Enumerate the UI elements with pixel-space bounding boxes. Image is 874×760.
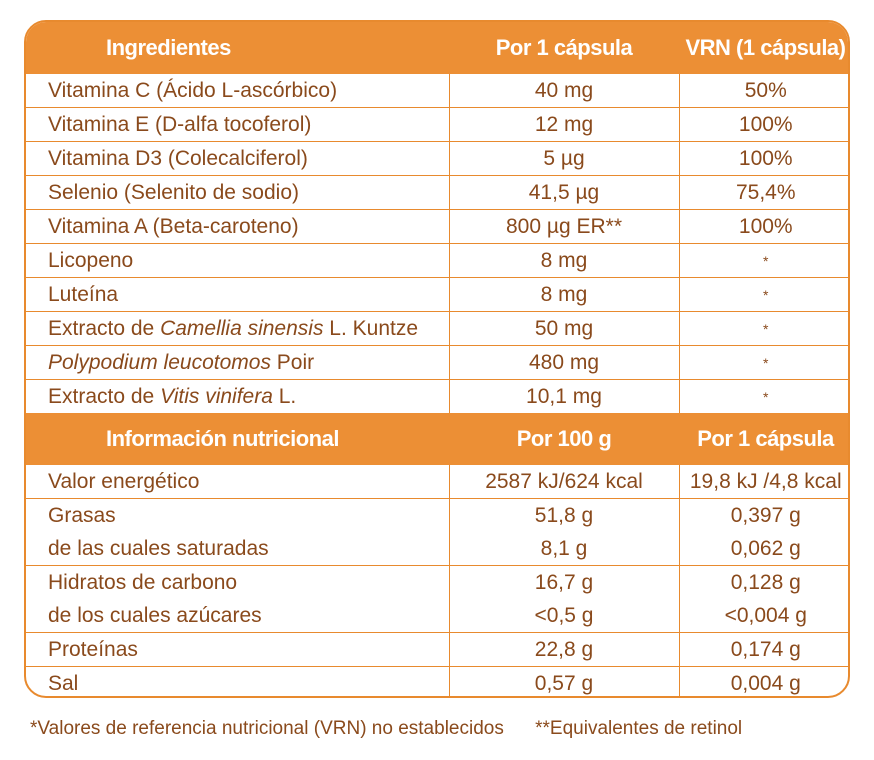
nutrition-name: Hidratos de carbono [26,565,449,599]
ingredient-amount: 40 mg [448,74,679,108]
nutrition-per100: 16,7 g [448,565,679,599]
ingredients-header-vrn: VRN (1 cápsula) [679,22,848,74]
nutrition-name: Valor energético [48,469,200,493]
ingredient-species-name: Vitis vinifera [160,384,273,408]
ingredient-vrn: * [678,311,848,346]
nutrition-per100: 22,8 g [448,632,679,667]
ingredient-amount: 5 µg [448,141,679,176]
ingredient-name-text: Vitamina E (D-alfa tocoferol) [48,112,312,136]
nutrition-name: Grasas [26,498,449,532]
nutrition-percap: 0,128 g [678,565,848,599]
ingredient-name-suffix: L. Kuntze [323,316,419,340]
ingredient-vrn: 75,4% [678,175,848,210]
nutrition-row: Grasas 51,8 g 0,397 g [26,498,848,532]
ingredient-name-suffix: L. [272,384,297,408]
nutrition-percap: 19,8 kJ /4,8 kcal [678,465,848,499]
nutrition-per100: 2587 kJ/624 kcal [448,465,679,499]
nutrition-row: Valor energético 2587 kJ/624 kcal 19,8 kJ … [26,465,848,499]
nutrition-header-per100: Por 100 g [449,413,679,465]
nutrition-name: Proteínas [26,632,449,667]
ingredient-vrn: * [678,277,848,312]
ingredient-species-name: Polypodium leucotomos [48,350,271,374]
ingredient-amount: 480 mg [448,345,679,380]
ingredient-amount: 50 mg [448,311,679,346]
ingredient-name-suffix: Poir [270,350,315,374]
nutrition-percap: 0,062 g [678,532,848,566]
ingredient-name: Vitamina A (Beta-caroteno) [26,209,449,244]
ingredient-vrn: 100% [678,107,848,142]
ingredient-species-name: Camellia sinensis [160,316,324,340]
nutrition-per100: <0,5 g [448,599,679,633]
nutrition-percap: 0,174 g [678,632,848,667]
nutrition-name: de los cuales azúcares [48,603,262,627]
ingredient-row: Extracto de Camellia sinensis L. Kuntze 5… [26,311,848,346]
ingredient-name: Vitamina C (Ácido L-ascórbico) [26,74,449,108]
ingredient-vrn: * [678,243,848,278]
ingredient-vrn: 100% [678,141,848,176]
footnotes: *Valores de referencia nutricional (VRN)… [30,718,768,740]
ingredient-amount: 41,5 µg [448,175,679,210]
ingredients-header-row: Ingredientes Por 1 cápsula VRN (1 cápsul… [26,22,848,74]
nutrition-header-row: Información nutricional Por 100 g Por 1 … [26,413,848,465]
nutrition-row: de los cuales azúcares <0,5 g <0,004 g [26,599,848,633]
ingredient-amount: 8 mg [448,243,679,278]
nutrition-body: Valor energético 2587 kJ/624 kcal 19,8 kJ … [26,465,848,696]
ingredient-name-text: Extracto de [48,316,161,340]
ingredient-row: Selenio (Selenito de sodio) 41,5 µg 75,4% [26,175,848,210]
nutrition-header-name: Información nutricional [26,413,449,465]
ingredient-name-text: Selenio (Selenito de sodio) [48,180,299,204]
nutrition-percap: 0,004 g [678,666,848,696]
ingredient-row: Vitamina C (Ácido L-ascórbico) 40 mg 50% [26,74,848,108]
ingredient-name: Selenio (Selenito de sodio) [26,175,449,210]
ingredients-body: Vitamina C (Ácido L-ascórbico) 40 mg 50% Vi… [26,74,848,413]
ingredient-name-text: Vitamina C (Ácido L-ascórbico) [48,78,338,102]
nutrition-name: Sal [26,666,449,696]
ingredient-row: Luteína 8 mg * [26,277,848,312]
ingredient-amount: 800 µg ER** [448,209,679,244]
nutrition-header-percap: Por 1 cápsula [679,413,848,465]
nutrition-percap: 0,397 g [678,498,848,532]
ingredient-name: Extracto de Camellia sinensis L. Kuntze [26,311,449,346]
ingredient-name: Licopeno [26,243,449,278]
nutrition-per100: 0,57 g [448,666,679,696]
nutrition-table-frame: Ingredientes Por 1 cápsula VRN (1 cápsul… [24,20,850,698]
ingredient-amount: 8 mg [448,277,679,312]
ingredient-row: Vitamina E (D-alfa tocoferol) 12 mg 100% [26,107,848,142]
ingredient-vrn: 100% [678,209,848,244]
ingredients-header-amount: Por 1 cápsula [449,22,679,74]
ingredient-name: Polypodium leucotomos Poir [26,345,449,380]
ingredients-header-name: Ingredientes [26,22,449,74]
ingredient-name: Vitamina E (D-alfa tocoferol) [26,107,449,142]
ingredient-name-text: Extracto de [48,384,161,408]
ingredient-name-text: Luteína [48,282,119,306]
ingredient-name-text: Licopeno [48,248,134,272]
nutrition-table: Ingredientes Por 1 cápsula VRN (1 cápsul… [26,22,848,696]
retinol-footnote: **Equivalentes de retinol [535,718,743,739]
nutrition-row: Sal 0,57 g 0,004 g [26,666,848,696]
ingredient-vrn: * [678,379,848,413]
nutrition-per100: 51,8 g [448,498,679,532]
nutrition-row: Hidratos de carbono 16,7 g 0,128 g [26,565,848,599]
nutrition-name: de las cuales saturadas [48,536,269,560]
ingredient-amount: 12 mg [448,107,679,142]
nutrition-per100: 8,1 g [448,532,679,566]
nutrition-percap: <0,004 g [678,599,848,633]
ingredient-vrn: * [678,345,848,380]
ingredient-name: Luteína [26,277,449,312]
ingredient-amount: 10,1 mg [448,379,679,413]
ingredient-row: Polypodium leucotomos Poir 480 mg * [26,345,848,380]
nutrition-row: de las cuales saturadas 8,1 g 0,062 g [26,532,848,566]
ingredient-vrn: 50% [678,74,848,108]
ingredient-row: Extracto de Vitis vinifera L. 10,1 mg * [26,379,848,413]
vrn-footnote: *Valores de referencia nutricional (VRN)… [30,718,504,739]
ingredient-name: Vitamina D3 (Colecalciferol) [26,141,449,176]
ingredient-name-text: Vitamina D3 (Colecalciferol) [48,146,308,170]
ingredient-row: Vitamina A (Beta-caroteno) 800 µg ER** 100… [26,209,848,244]
ingredient-name: Extracto de Vitis vinifera L. [26,379,449,413]
ingredient-row: Vitamina D3 (Colecalciferol) 5 µg 100% [26,141,848,176]
ingredient-name-text: Vitamina A (Beta-caroteno) [48,214,299,238]
ingredient-row: Licopeno 8 mg * [26,243,848,278]
nutrition-row: Proteínas 22,8 g 0,174 g [26,632,848,667]
